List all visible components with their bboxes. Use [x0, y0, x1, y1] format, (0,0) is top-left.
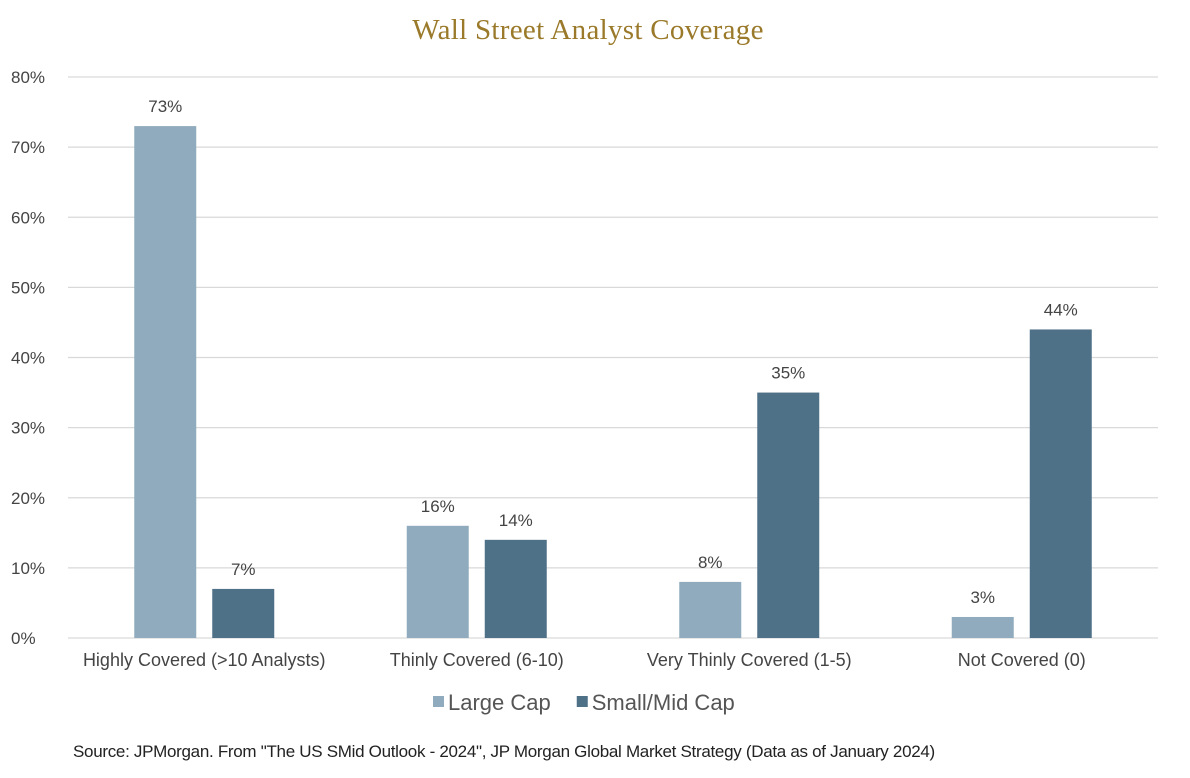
bar-small-mid-cap	[484, 539, 547, 638]
y-tick-label: 30%	[11, 419, 45, 438]
legend-swatch	[433, 696, 444, 707]
data-label: 8%	[698, 553, 723, 572]
data-labels: 73% 7% 16% 14% 8% 35% 3% 44%	[148, 97, 1078, 607]
legend-swatch	[576, 696, 588, 707]
legend-label: Large Cap	[448, 690, 551, 715]
x-category-label: Highly Covered (>10 Analysts)	[83, 650, 326, 670]
chart-title: Wall Street Analyst Coverage	[412, 14, 764, 46]
gridlines	[68, 76, 1158, 639]
bar-large-cap	[134, 126, 197, 639]
y-tick-label: 80%	[11, 68, 45, 87]
data-label: 35%	[771, 364, 805, 383]
bar-large-cap	[679, 581, 742, 638]
data-label: 44%	[1044, 300, 1078, 319]
data-label: 14%	[499, 511, 533, 530]
bar-small-mid-cap	[212, 588, 275, 638]
bar-large-cap	[951, 616, 1014, 638]
y-tick-label: 10%	[11, 559, 45, 578]
data-label: 7%	[231, 560, 256, 579]
x-category-label: Not Covered (0)	[958, 650, 1086, 670]
y-tick-label: 0%	[11, 629, 36, 648]
legend-label: Small/Mid Cap	[592, 690, 735, 715]
y-tick-label: 70%	[11, 138, 45, 157]
y-tick-label: 50%	[11, 278, 45, 297]
y-axis-tick-labels: 0% 10% 20% 30% 40% 50% 60% 70% 80%	[11, 68, 45, 648]
x-category-label: Very Thinly Covered (1-5)	[647, 650, 852, 670]
legend: Large Cap Small/Mid Cap	[433, 690, 735, 715]
x-category-label: Thinly Covered (6-10)	[390, 650, 564, 670]
source-note: Source: JPMorgan. From "The US SMid Outl…	[73, 742, 935, 761]
x-axis-category-labels: Highly Covered (>10 Analysts) Thinly Cove…	[83, 650, 1086, 670]
y-tick-label: 60%	[11, 208, 45, 227]
data-label: 73%	[148, 97, 182, 116]
y-tick-label: 20%	[11, 489, 45, 508]
bar-small-mid-cap	[757, 392, 820, 638]
bar-small-mid-cap	[1029, 329, 1092, 638]
data-label: 16%	[421, 497, 455, 516]
bar-large-cap	[406, 525, 469, 638]
bars	[134, 126, 1092, 639]
y-tick-label: 40%	[11, 349, 45, 368]
data-label: 3%	[970, 588, 995, 607]
